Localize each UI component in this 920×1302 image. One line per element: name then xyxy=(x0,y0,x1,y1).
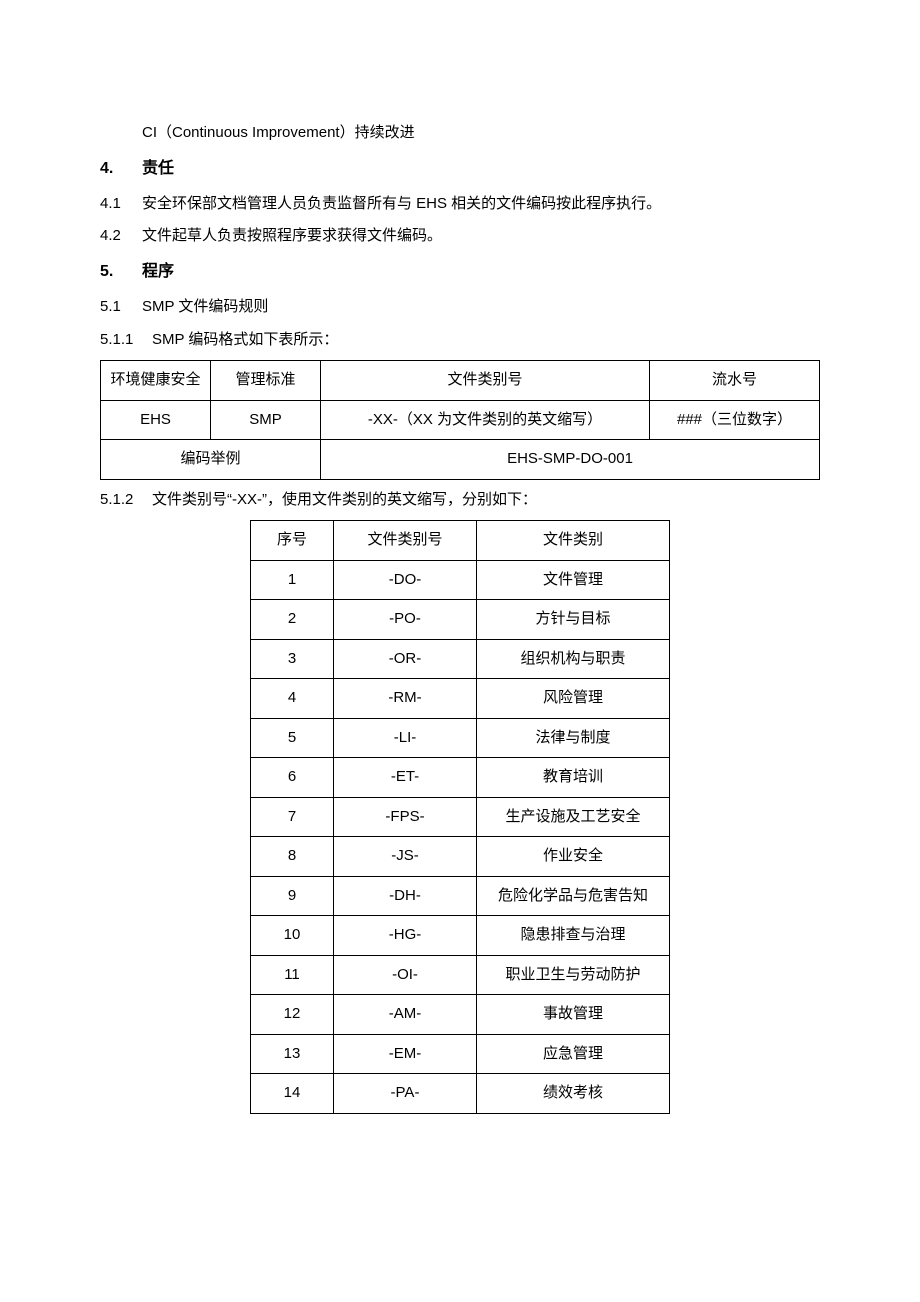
table-cell: 7 xyxy=(251,797,334,837)
table-cell: ###（三位数字） xyxy=(650,400,820,440)
section-5-heading: 5.程序 xyxy=(100,257,820,287)
table-row: 环境健康安全 管理标准 文件类别号 流水号 xyxy=(101,361,820,401)
table-cell: -OR- xyxy=(334,639,477,679)
table-cell: 12 xyxy=(251,995,334,1035)
section-5-number: 5. xyxy=(100,257,142,287)
paragraph-4-2-text: 文件起草人负责按照程序要求获得文件编码。 xyxy=(142,227,442,244)
table-row: 3-OR-组织机构与职责 xyxy=(251,639,670,679)
table-cell: 2 xyxy=(251,600,334,640)
document-page: CI（Continuous Improvement）持续改进 4.责任 4.1安… xyxy=(0,0,920,1302)
table-cell: 组织机构与职责 xyxy=(477,639,670,679)
table-cell: 教育培训 xyxy=(477,758,670,798)
paragraph-5-1-1-number: 5.1.1 xyxy=(100,326,152,355)
section-4-heading: 4.责任 xyxy=(100,154,820,184)
paragraph-4-2: 4.2文件起草人负责按照程序要求获得文件编码。 xyxy=(100,222,820,251)
table-cell: 生产设施及工艺安全 xyxy=(477,797,670,837)
table-cell: 4 xyxy=(251,679,334,719)
table-cell: 6 xyxy=(251,758,334,798)
table-cell: 10 xyxy=(251,916,334,956)
table-row: 2-PO-方针与目标 xyxy=(251,600,670,640)
paragraph-4-1: 4.1安全环保部文档管理人员负责监督所有与 EHS 相关的文件编码按此程序执行。 xyxy=(100,190,820,219)
paragraph-5-1-1-text: SMP 编码格式如下表所示： xyxy=(152,331,338,348)
table-cell: EHS-SMP-DO-001 xyxy=(321,440,820,480)
encoding-format-table: 环境健康安全 管理标准 文件类别号 流水号 EHS SMP -XX-（XX 为文… xyxy=(100,360,820,480)
table-row: 11-OI-职业卫生与劳动防护 xyxy=(251,955,670,995)
paragraph-4-1-text: 安全环保部文档管理人员负责监督所有与 EHS 相关的文件编码按此程序执行。 xyxy=(142,195,661,212)
table-cell: 事故管理 xyxy=(477,995,670,1035)
table-row: 12-AM-事故管理 xyxy=(251,995,670,1035)
table-cell: 危险化学品与危害告知 xyxy=(477,876,670,916)
table-cell: 1 xyxy=(251,560,334,600)
table-cell: SMP xyxy=(211,400,321,440)
table-cell: -RM- xyxy=(334,679,477,719)
table-cell: -ET- xyxy=(334,758,477,798)
table-cell: -OI- xyxy=(334,955,477,995)
table-cell: 5 xyxy=(251,718,334,758)
table-cell: 14 xyxy=(251,1074,334,1114)
table-cell: 13 xyxy=(251,1034,334,1074)
paragraph-5-1: 5.1SMP 文件编码规则 xyxy=(100,293,820,322)
table-cell: 环境健康安全 xyxy=(101,361,211,401)
table-cell: EHS xyxy=(101,400,211,440)
table-cell: -HG- xyxy=(334,916,477,956)
table-cell: 风险管理 xyxy=(477,679,670,719)
table-cell: -JS- xyxy=(334,837,477,877)
table-row: 9-DH-危险化学品与危害告知 xyxy=(251,876,670,916)
line-ci: CI（Continuous Improvement）持续改进 xyxy=(100,119,820,148)
table-row: EHS SMP -XX-（XX 为文件类别的英文缩写） ###（三位数字） xyxy=(101,400,820,440)
table-cell: -PA- xyxy=(334,1074,477,1114)
paragraph-5-1-number: 5.1 xyxy=(100,293,142,322)
table-cell: 职业卫生与劳动防护 xyxy=(477,955,670,995)
table-cell: -DH- xyxy=(334,876,477,916)
table-cell: 绩效考核 xyxy=(477,1074,670,1114)
table-cell: -LI- xyxy=(334,718,477,758)
table-cell: -FPS- xyxy=(334,797,477,837)
table-row: 10-HG-隐患排查与治理 xyxy=(251,916,670,956)
paragraph-4-1-number: 4.1 xyxy=(100,190,142,219)
table-cell: -PO- xyxy=(334,600,477,640)
table-row: 1-DO-文件管理 xyxy=(251,560,670,600)
paragraph-5-1-text: SMP 文件编码规则 xyxy=(142,298,268,315)
paragraph-5-1-2: 5.1.2文件类别号“-XX-”，使用文件类别的英文缩写，分别如下： xyxy=(100,486,820,515)
table-row: 5-LI-法律与制度 xyxy=(251,718,670,758)
table-row: 8-JS-作业安全 xyxy=(251,837,670,877)
table-cell: -DO- xyxy=(334,560,477,600)
table-row: 13-EM-应急管理 xyxy=(251,1034,670,1074)
table-cell: 法律与制度 xyxy=(477,718,670,758)
table-cell: -AM- xyxy=(334,995,477,1035)
section-4-number: 4. xyxy=(100,154,142,184)
table-row: 7-FPS-生产设施及工艺安全 xyxy=(251,797,670,837)
table-row: 编码举例 EHS-SMP-DO-001 xyxy=(101,440,820,480)
section-4-title: 责任 xyxy=(142,160,174,177)
table-cell: -XX-（XX 为文件类别的英文缩写） xyxy=(321,400,650,440)
table-cell: 方针与目标 xyxy=(477,600,670,640)
table-row: 14-PA-绩效考核 xyxy=(251,1074,670,1114)
table-row: 序号 文件类别号 文件类别 xyxy=(251,521,670,561)
table-cell: 编码举例 xyxy=(101,440,321,480)
section-5-title: 程序 xyxy=(142,263,174,280)
table-cell: 文件类别号 xyxy=(321,361,650,401)
table-cell: 8 xyxy=(251,837,334,877)
table-cell: 作业安全 xyxy=(477,837,670,877)
document-category-table: 序号 文件类别号 文件类别 1-DO-文件管理2-PO-方针与目标3-OR-组织… xyxy=(250,520,670,1114)
table-cell: 9 xyxy=(251,876,334,916)
table-cell: 文件管理 xyxy=(477,560,670,600)
paragraph-5-1-1: 5.1.1SMP 编码格式如下表所示： xyxy=(100,326,820,355)
table-cell: 3 xyxy=(251,639,334,679)
paragraph-5-1-2-number: 5.1.2 xyxy=(100,486,152,515)
paragraph-4-2-number: 4.2 xyxy=(100,222,142,251)
table-header-cell: 序号 xyxy=(251,521,334,561)
table-cell: 管理标准 xyxy=(211,361,321,401)
table-row: 6-ET-教育培训 xyxy=(251,758,670,798)
table-cell: 隐患排查与治理 xyxy=(477,916,670,956)
table-cell: 应急管理 xyxy=(477,1034,670,1074)
paragraph-5-1-2-text: 文件类别号“-XX-”，使用文件类别的英文缩写，分别如下： xyxy=(152,491,537,508)
table-row: 4-RM-风险管理 xyxy=(251,679,670,719)
table-header-cell: 文件类别 xyxy=(477,521,670,561)
table-cell: 11 xyxy=(251,955,334,995)
table-cell: 流水号 xyxy=(650,361,820,401)
table-header-cell: 文件类别号 xyxy=(334,521,477,561)
table-cell: -EM- xyxy=(334,1034,477,1074)
